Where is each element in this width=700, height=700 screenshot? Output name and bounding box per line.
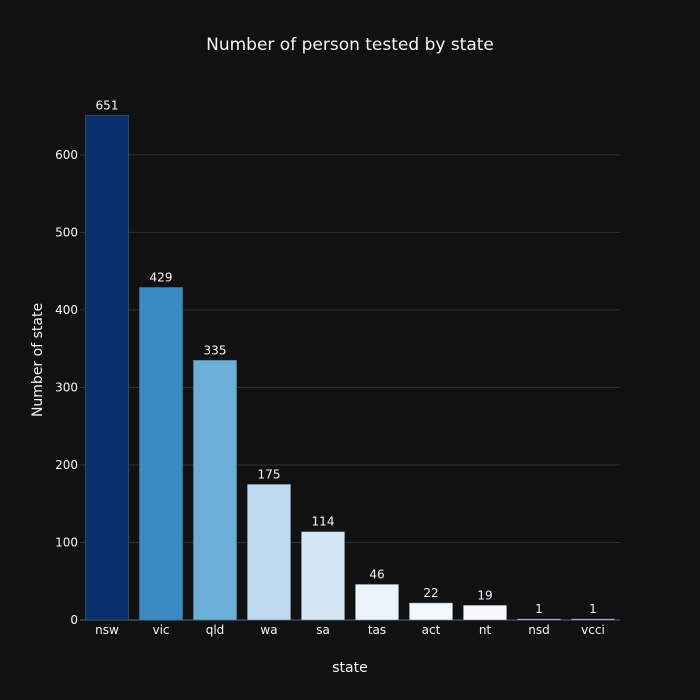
bar-wa: [247, 484, 291, 621]
x-tick-label: tas: [368, 623, 386, 637]
x-tick-label: vic: [152, 623, 169, 637]
y-tick-label: 200: [55, 458, 78, 472]
y-axis-ticks: 0 100 200 300 400 500 600: [55, 148, 78, 627]
bar-value-label: 175: [258, 467, 281, 481]
bar-value-label: 335: [204, 343, 227, 357]
bar-nsw: [85, 115, 129, 621]
y-tick-label: 600: [55, 148, 78, 162]
bar-act: [409, 602, 453, 621]
x-tick-label: sa: [316, 623, 330, 637]
y-axis-title: Number of state: [30, 303, 46, 417]
y-tick-label: 500: [55, 225, 78, 239]
x-tick-label: vcci: [581, 623, 605, 637]
x-axis-ticks: nsw vic qld wa sa tas act nt nsd vcci: [95, 623, 605, 637]
y-tick-label: 400: [55, 303, 78, 317]
bar-value-label: 19: [477, 588, 492, 602]
bars: [85, 115, 615, 621]
bar-value-label: 22: [423, 586, 438, 600]
bar-vcci: [571, 618, 615, 621]
bar-value-label: 114: [312, 515, 335, 529]
y-tick-label: 100: [55, 535, 78, 549]
x-tick-label: nt: [479, 623, 492, 637]
x-tick-label: wa: [260, 623, 277, 637]
bar-vic: [139, 287, 183, 621]
bar-qld: [193, 360, 237, 621]
bar-tas: [355, 584, 399, 621]
x-tick-label: qld: [206, 623, 225, 637]
bar-value-label: 651: [96, 98, 119, 112]
bar-value-label: 1: [535, 602, 543, 616]
bar-value-labels: 651 429 335 175 114 46 22 19 1 1: [96, 98, 597, 616]
bar-value-label: 1: [589, 602, 597, 616]
x-axis-title: state: [332, 660, 367, 676]
y-tick-label: 300: [55, 380, 78, 394]
bar-nsd: [517, 618, 561, 621]
x-tick-label: nsw: [95, 623, 119, 637]
bar-value-label: 46: [369, 567, 384, 581]
bar-value-label: 429: [150, 270, 173, 284]
bar-sa: [301, 531, 345, 621]
x-tick-label: act: [422, 623, 441, 637]
chart-title: Number of person tested by state: [206, 35, 494, 55]
bar-nt: [463, 605, 507, 621]
x-tick-label: nsd: [528, 623, 549, 637]
y-tick-label: 0: [70, 613, 78, 627]
